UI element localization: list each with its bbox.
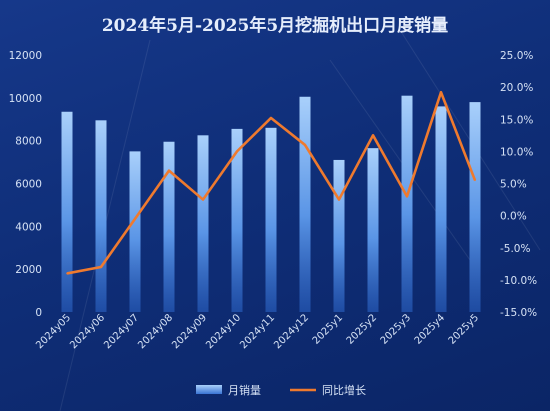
right-tick-label: -15.0%	[500, 307, 537, 319]
line-point-2024y10	[236, 150, 238, 153]
bar-series	[61, 95, 481, 313]
line-point-2024y11	[270, 117, 272, 119]
right-tick-label: 15.0%	[500, 114, 533, 126]
chart-title: 2024年5月-2025年5月挖掘机出口月度销量	[102, 15, 448, 36]
x-tick-label: 2024y09	[170, 312, 209, 351]
x-tick-label: 2024y07	[102, 312, 141, 351]
right-tick-label: 0.0%	[500, 211, 527, 223]
bar-2025y4	[435, 106, 447, 313]
right-tick-label: 5.0%	[500, 179, 527, 191]
x-tick-label: 2025y5	[447, 312, 481, 346]
bar-2025y3	[401, 95, 413, 312]
x-tick-label: 2024y10	[204, 312, 243, 351]
bar-2025y5	[469, 102, 481, 312]
line-point-2025y5	[474, 179, 476, 182]
left-tick-label: 8000	[15, 136, 42, 148]
line-point-2024y07	[134, 218, 136, 220]
left-tick-label: 2000	[15, 264, 42, 276]
bar-2024y08	[163, 141, 175, 312]
line-point-2025y3	[406, 195, 408, 198]
legend-line-label: 同比增长	[322, 383, 366, 397]
x-tick-label: 2025y3	[379, 312, 413, 346]
left-tick-label: 12000	[9, 50, 42, 62]
right-tick-label: -10.0%	[500, 275, 537, 287]
bar-2024y06	[95, 120, 107, 312]
left-tick-label: 10000	[9, 93, 42, 105]
bar-2024y09	[197, 135, 209, 312]
bar-2024y10	[231, 128, 243, 312]
right-tick-label: 25.0%	[500, 50, 533, 62]
line-point-2024y06	[100, 266, 102, 268]
right-tick-label: -5.0%	[500, 243, 530, 255]
bar-2024y05	[61, 111, 73, 312]
line-point-2025y4	[440, 91, 442, 94]
line-point-2024y09	[202, 198, 204, 201]
x-axis: 2024y052024y062024y072024y082024y092024y…	[34, 312, 481, 351]
bar-2024y11	[265, 127, 277, 312]
bar-2024y07	[129, 151, 141, 312]
bar-2025y1	[333, 159, 345, 312]
x-tick-label: 2025y2	[345, 312, 379, 346]
line-point-2025y2	[372, 134, 374, 137]
line-point-2024y05	[66, 272, 68, 275]
right-tick-label: 20.0%	[500, 82, 533, 94]
x-tick-label: 2024y08	[136, 312, 175, 351]
legend-bar-swatch	[196, 385, 222, 394]
line-point-2025y1	[338, 198, 340, 201]
x-tick-label: 2024y11	[238, 312, 277, 351]
x-tick-label: 2025y1	[311, 312, 345, 346]
line-point-2024y12	[304, 144, 306, 146]
right-tick-label: 10.0%	[500, 146, 533, 158]
left-axis: 0 2000 4000 6000 8000 10000 12000	[9, 50, 42, 319]
left-tick-label: 4000	[15, 221, 42, 233]
line-series	[66, 90, 477, 275]
left-tick-label: 6000	[15, 179, 42, 191]
legend-bar-label: 月销量	[228, 383, 261, 397]
bar-2024y12	[299, 96, 311, 312]
x-tick-label: 2024y12	[272, 312, 311, 351]
x-tick-label: 2024y06	[68, 312, 107, 351]
left-tick-label: 0	[35, 307, 42, 319]
right-axis: -15.0% -10.0% -5.0% 0.0% 5.0% 10.0% 15.0% 20.0%…	[500, 50, 537, 319]
x-tick-label: 2025y4	[413, 312, 447, 346]
line-point-2024y08	[168, 169, 170, 172]
legend: 月销量 同比增长	[196, 383, 366, 397]
bar-2025y2	[367, 148, 379, 312]
